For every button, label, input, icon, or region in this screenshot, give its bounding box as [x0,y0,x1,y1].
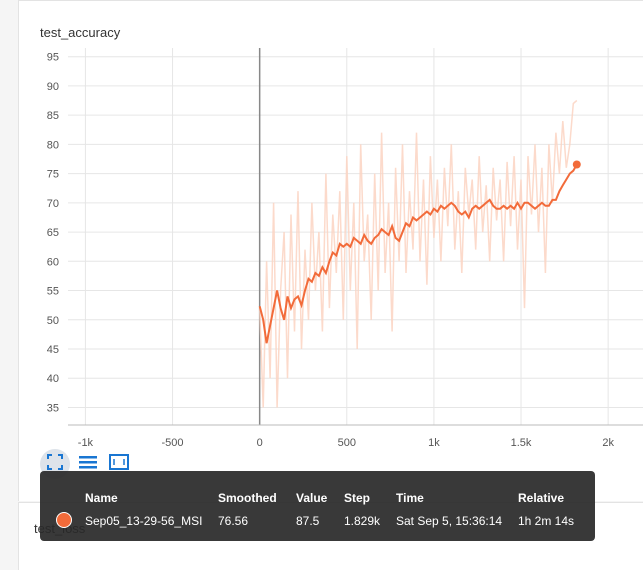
header-name: Name [85,491,118,505]
toggle-log-scale-button[interactable] [77,453,99,475]
run-color-swatch [56,512,72,528]
expand-chart-button[interactable] [108,453,130,475]
y-tick-label: 50 [47,315,59,327]
header-time: Time [396,491,424,505]
y-tick-label: 35 [47,402,59,414]
relative-value: 1h 2m 14s [518,514,575,528]
run-name: Sep05_13-29-56_MSI [85,514,203,528]
step-value: 1.829k [344,514,381,528]
header-smoothed: Smoothed [218,491,277,505]
y-tick-label: 40 [47,373,59,385]
x-tick-label: 1.5k [511,437,532,449]
y-tick-label: 90 [47,81,59,93]
x-tick-label: 2k [602,437,614,449]
header-relative: Relative [518,491,565,505]
y-tick-label: 70 [47,198,59,210]
expand-icon [109,453,129,475]
accuracy-chart: 35 40 45 50 55 60 65 70 75 80 85 90 95 -1k -500 0 500 1k 1… [47,48,643,449]
time-value: Sat Sep 5, 15:36:14 [396,514,503,528]
y-tick-label: 75 [47,169,59,181]
y-tick-label: 80 [47,139,59,151]
x-tick-label: 0 [257,437,263,449]
smoothed-series-line [258,164,578,344]
header-step: Step [344,491,371,505]
list-icon [79,454,97,475]
y-tick-label: 85 [47,110,59,122]
y-tick-label: 95 [47,52,59,64]
raw-value: 87.5 [296,514,320,528]
x-tick-label: 1k [428,437,440,449]
header-value: Value [296,491,328,505]
x-tick-label: -500 [162,437,184,449]
smoothed-value: 76.56 [218,514,249,528]
test-accuracy-card: test_accuracy [18,0,643,501]
x-tick-label: -1k [78,437,94,449]
y-tick-label: 60 [47,256,59,268]
tooltip: Name Smoothed Value Step Time Relative S… [40,471,595,541]
y-tick-label: 65 [47,227,59,239]
x-tick-label: 500 [338,437,356,449]
fit-domain-icon [47,453,63,475]
raw-series-line [258,99,578,408]
y-tick-label: 45 [47,344,59,356]
card-title: test_accuracy [40,25,121,40]
hover-point [572,160,581,169]
y-tick-label: 55 [47,286,59,298]
